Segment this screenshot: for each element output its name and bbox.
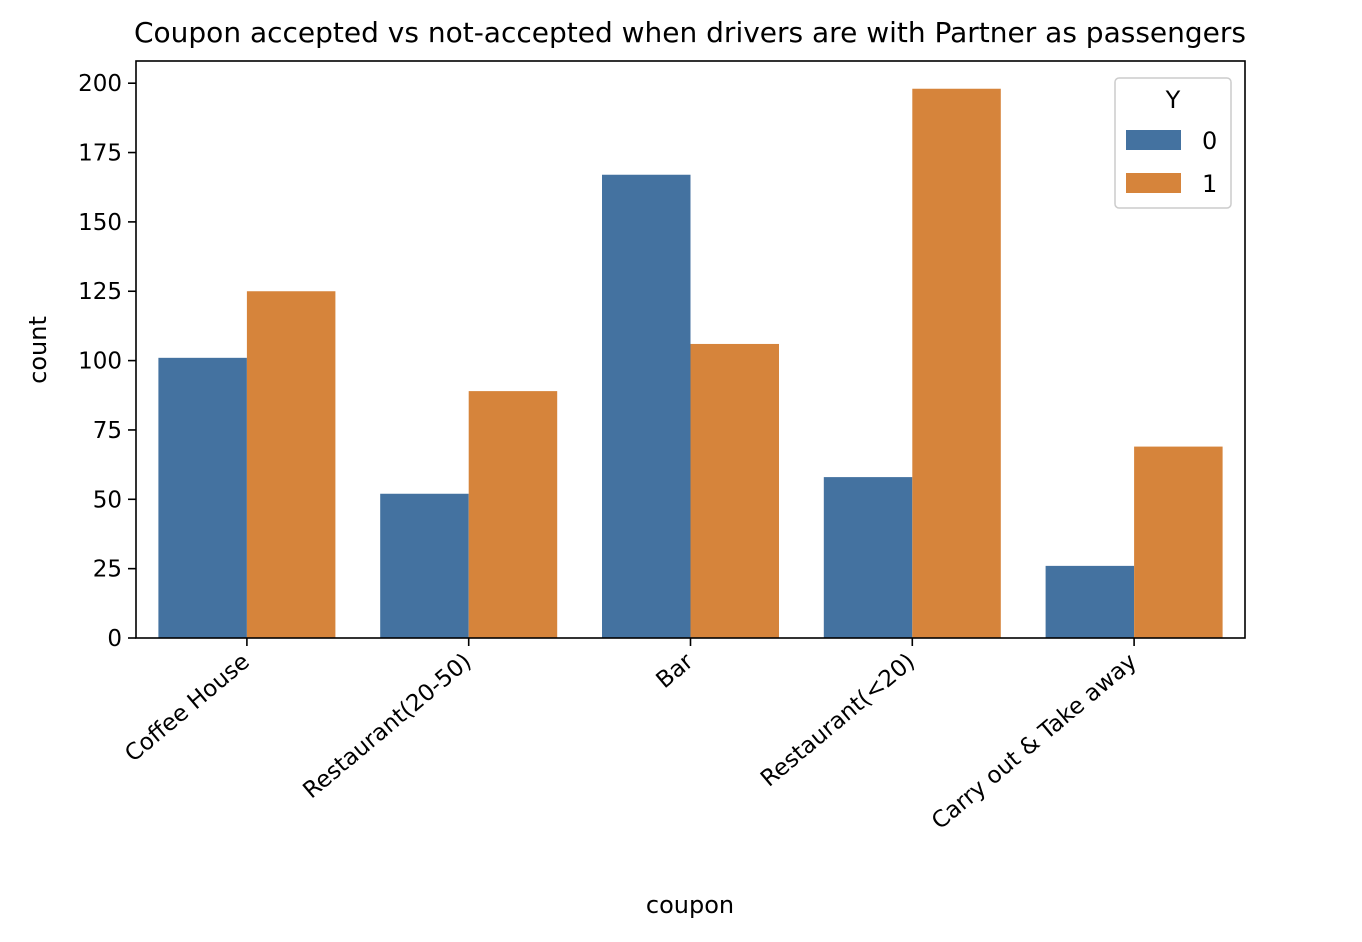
- x-tick-label: Bar: [652, 648, 699, 694]
- x-tick-label: Coffee House: [120, 649, 254, 768]
- bar-0-2: [602, 174, 691, 638]
- plot-frame: [135, 60, 1246, 639]
- x-axis-label: coupon: [646, 891, 734, 919]
- bar-1-0: [246, 291, 336, 638]
- bar-1-2: [690, 343, 779, 638]
- y-tick-label: 100: [78, 349, 122, 375]
- x-tick-label: Restaurant(<20): [756, 649, 920, 793]
- y-tick-label: 175: [78, 141, 122, 167]
- y-tick-label: 125: [78, 279, 122, 305]
- bars-group: [158, 88, 1223, 639]
- x-tick-label: Carry out & Take away: [927, 649, 1142, 835]
- legend-swatch-1: [1126, 173, 1181, 193]
- y-axis: 0 25 50 75 100 125 150 175 200: [78, 71, 136, 652]
- bar-1-3: [912, 88, 1001, 639]
- bar-1-1: [468, 391, 558, 638]
- y-axis-label: count: [24, 316, 52, 384]
- y-tick-label: 0: [107, 626, 122, 652]
- chart-title: Coupon accepted vs not-accepted when dri…: [134, 16, 1246, 49]
- legend-title: Y: [1165, 86, 1181, 114]
- y-tick-label: 200: [78, 71, 122, 97]
- y-tick-label: 75: [93, 418, 122, 444]
- y-tick-label: 50: [93, 487, 122, 513]
- legend: Y 0 1: [1114, 77, 1232, 209]
- x-tick-label: Restaurant(20-50): [298, 649, 476, 804]
- bar-0-4: [1045, 565, 1135, 638]
- legend-label-0: 0: [1202, 127, 1217, 155]
- bar-0-1: [380, 493, 469, 638]
- y-tick-label: 25: [93, 557, 122, 583]
- bar-0-3: [823, 477, 913, 638]
- legend-label-1: 1: [1202, 170, 1217, 198]
- legend-swatch-0: [1126, 130, 1181, 150]
- y-tick-label: 150: [78, 210, 122, 236]
- bar-0-0: [158, 357, 247, 638]
- x-axis: Coffee House Restaurant(20-50) Bar Restaura…: [120, 638, 1142, 835]
- bar-1-4: [1134, 446, 1223, 638]
